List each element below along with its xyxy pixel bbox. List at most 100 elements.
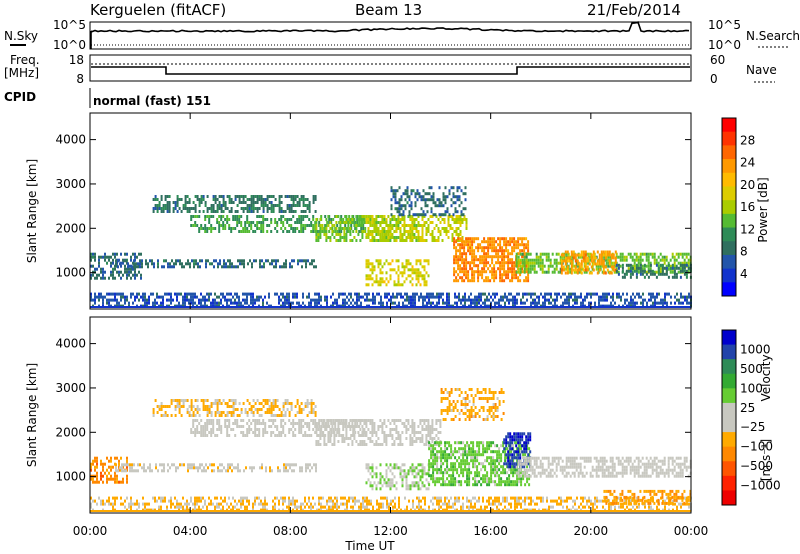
data-cell — [168, 201, 171, 204]
data-cell — [262, 198, 265, 201]
data-cell — [332, 301, 334, 305]
data-cell — [590, 265, 593, 269]
data-cell — [506, 295, 508, 299]
data-cell — [306, 295, 308, 299]
data-cell — [320, 295, 322, 299]
data-cell — [388, 505, 390, 509]
data-cell — [541, 264, 544, 268]
data-cell — [613, 261, 616, 265]
data-cell — [432, 213, 435, 217]
data-cell — [399, 236, 402, 239]
data-cell — [520, 496, 522, 500]
data-cell — [418, 192, 421, 196]
data-cell — [90, 264, 92, 268]
data-cell — [408, 298, 410, 302]
data-cell — [362, 499, 364, 503]
data-cell — [266, 198, 269, 201]
data-cell — [574, 295, 576, 299]
data-cell — [348, 298, 350, 302]
data-cell — [210, 210, 213, 213]
data-cell — [174, 496, 176, 500]
data-cell — [452, 186, 455, 190]
data-cell — [612, 298, 614, 302]
data-cell — [315, 265, 317, 269]
data-cell — [106, 456, 108, 460]
data-cell — [112, 261, 114, 265]
data-cell — [310, 399, 313, 402]
data-cell — [386, 505, 388, 509]
data-cell — [493, 255, 496, 259]
data-cell — [446, 210, 449, 214]
data-cell — [408, 195, 411, 199]
data-cell — [433, 227, 436, 230]
data-cell — [511, 276, 514, 280]
data-cell — [423, 239, 426, 242]
data-cell — [469, 240, 472, 244]
data-cell — [401, 262, 404, 266]
data-cell — [681, 261, 684, 265]
data-cell — [602, 499, 604, 503]
data-cell — [184, 502, 186, 506]
data-cell — [419, 274, 422, 278]
data-cell — [358, 298, 360, 302]
data-cell — [300, 425, 303, 428]
data-cell — [262, 428, 265, 431]
data-cell — [670, 496, 672, 500]
data-cell — [262, 502, 264, 506]
data-cell — [272, 419, 275, 422]
data-cell — [432, 192, 435, 196]
data-cell — [90, 465, 92, 469]
data-cell — [339, 221, 342, 224]
data-cell — [361, 236, 364, 239]
data-cell — [290, 422, 293, 425]
data-cell — [574, 301, 576, 305]
data-cell — [625, 269, 628, 273]
data-cell — [449, 227, 452, 230]
data-cell — [683, 252, 686, 256]
data-cell — [578, 268, 581, 272]
data-cell — [465, 252, 468, 256]
data-cell — [501, 252, 504, 256]
data-cell — [606, 298, 608, 302]
data-cell — [214, 210, 217, 213]
data-cell — [278, 298, 280, 302]
data-cell — [200, 431, 203, 434]
data-cell — [374, 298, 376, 302]
data-cell — [459, 246, 462, 250]
data-cell — [122, 261, 124, 265]
data-cell — [268, 419, 271, 422]
data-cell — [590, 502, 592, 506]
data-cell — [302, 502, 304, 506]
data-cell — [355, 221, 358, 224]
data-cell — [364, 227, 367, 230]
data-cell — [671, 270, 674, 274]
data-cell — [153, 265, 155, 269]
data-cell — [548, 301, 550, 305]
data-cell — [246, 431, 249, 434]
data-cell — [264, 502, 266, 506]
data-cell — [225, 469, 227, 473]
data-cell — [422, 210, 425, 214]
data-cell — [460, 298, 462, 302]
data-cell — [464, 192, 467, 196]
data-cell — [236, 210, 239, 213]
data-cell — [410, 204, 413, 208]
data-cell — [218, 414, 221, 417]
data-cell — [115, 469, 117, 473]
data-cell — [469, 279, 472, 283]
data-cell — [194, 210, 197, 213]
data-cell — [110, 502, 112, 506]
data-cell — [419, 239, 422, 242]
data-cell — [350, 505, 352, 509]
data-cell — [230, 298, 232, 302]
data-cell — [355, 215, 358, 218]
data-cell — [516, 496, 518, 500]
data-cell — [532, 292, 534, 296]
data-cell — [390, 198, 393, 202]
data-cell — [685, 261, 688, 265]
data-cell — [176, 505, 178, 509]
data-cell — [284, 295, 286, 299]
data-cell — [292, 422, 295, 425]
data-cell — [496, 505, 498, 509]
data-cell — [410, 295, 412, 299]
